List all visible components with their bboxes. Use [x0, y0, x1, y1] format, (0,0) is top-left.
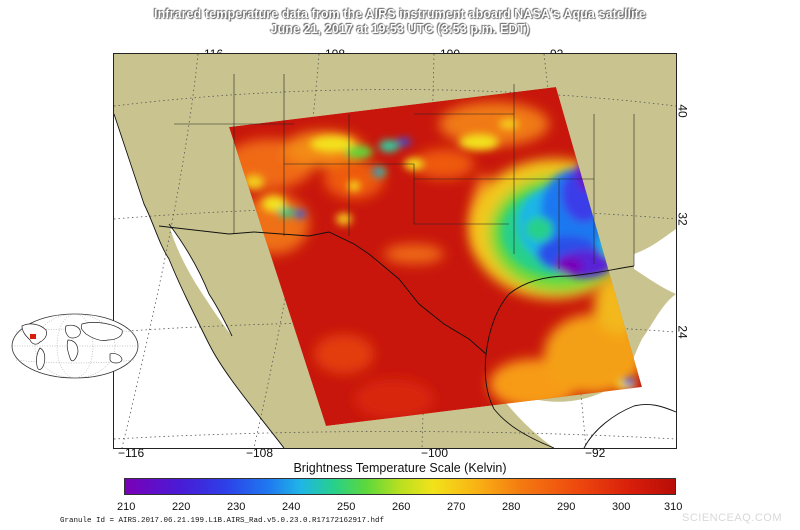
- colorbar-label: 300: [612, 501, 631, 513]
- ocean-areas: [114, 114, 676, 448]
- thermal-swath: [229, 87, 642, 426]
- map-canvas: [114, 54, 676, 448]
- map-panel[interactable]: [113, 53, 677, 449]
- lat-tick-right-1: 40: [675, 104, 690, 118]
- lat-tick-right-2: 32: [675, 212, 690, 226]
- lon-tick-bottom-3: −100: [421, 446, 449, 460]
- colorbar-label: 270: [447, 501, 466, 513]
- colorbar-label: 250: [337, 501, 356, 513]
- colorbar-label: 280: [502, 501, 521, 513]
- state-lines: [174, 74, 635, 269]
- world-inset-map: [11, 313, 139, 379]
- lon-tick-bottom-1: −116: [118, 446, 145, 460]
- lon-tick-bottom-2: −108: [246, 446, 274, 460]
- inset-swath-marker: [30, 334, 36, 339]
- lat-tick-right-3: 24: [675, 325, 690, 339]
- colorbar-label: 220: [172, 501, 191, 513]
- colorbar-label: 290: [557, 501, 576, 513]
- map-title: Infrared temperature data from the AIRS …: [154, 7, 646, 21]
- map-subtitle: June 21, 2017 at 19:53 UTC (3:53 p.m. ED…: [270, 22, 530, 36]
- colorbar: [124, 478, 676, 495]
- colorbar-label: 210: [117, 501, 136, 513]
- colorbar-label: 310: [664, 501, 683, 513]
- borders: [114, 113, 676, 448]
- colorbar-label: 240: [282, 501, 301, 513]
- watermark: SCIENCEAQ.COM: [681, 512, 782, 524]
- lon-tick-bottom-4: −92: [585, 446, 606, 460]
- colorbar-label: 260: [392, 501, 411, 513]
- granule-id: Granule Id = AIRS.2017.06.21.199.L1B.AIR…: [60, 517, 385, 525]
- colorbar-title: Brightness Temperature Scale (Kelvin): [293, 461, 507, 475]
- colorbar-label: 230: [227, 501, 246, 513]
